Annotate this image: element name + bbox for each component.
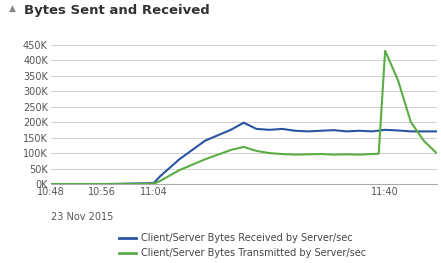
Text: 23 Nov 2015: 23 Nov 2015 [51,212,113,222]
Legend: Client/Server Bytes Received by Server/sec, Client/Server Bytes Transmitted by S: Client/Server Bytes Received by Server/s… [119,233,366,258]
Text: Bytes Sent and Received: Bytes Sent and Received [24,4,210,17]
Text: ▲: ▲ [9,4,16,13]
